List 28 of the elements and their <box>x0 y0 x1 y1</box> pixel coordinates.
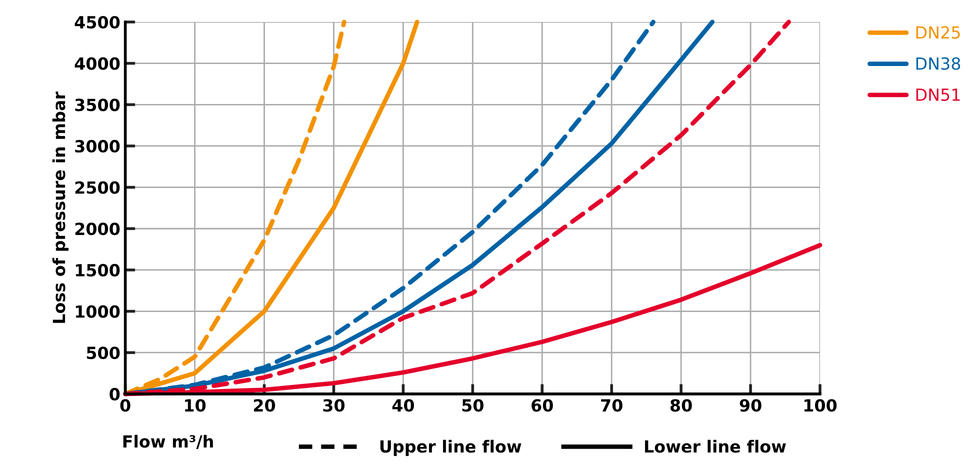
y-tick-label: 1500 <box>76 264 120 277</box>
legend-label: DN25 <box>916 26 960 39</box>
x-axis-title: Flow m³/h <box>123 434 213 450</box>
x-tick-label: 0 <box>120 399 130 412</box>
y-tick-label: 1000 <box>76 305 120 318</box>
y-tick-label: 2000 <box>75 222 120 236</box>
x-tick-label: 100 <box>804 399 837 412</box>
x-tick-label: 10 <box>185 399 206 412</box>
x-tick-label: 90 <box>740 399 762 412</box>
legend-label: DN51 <box>916 88 960 101</box>
text: Lower line flow <box>645 440 786 453</box>
y-tick-label: 2500 <box>75 181 120 194</box>
x-tick-label: 60 <box>532 399 553 412</box>
x-tick-label: 50 <box>462 399 484 412</box>
legend-label: DN38 <box>916 57 960 70</box>
y-tick-label: 3500 <box>75 98 120 112</box>
x-tick-label: 70 <box>601 399 622 412</box>
text: Upper line flow <box>380 440 522 456</box>
y-tick-label: 500 <box>86 346 120 360</box>
y-tick-label: 3000 <box>75 140 120 153</box>
y-tick-label: 4500 <box>74 16 120 29</box>
y-tick-label: 4000 <box>74 57 120 70</box>
x-tick-label: 20 <box>254 399 276 412</box>
y-tick-label: 0 <box>110 388 120 401</box>
x-tick-label: 30 <box>323 399 345 412</box>
x-tick-label: 80 <box>670 399 692 412</box>
y-axis-title: Loss of pressure in mbar <box>52 92 69 323</box>
x-tick-label: 40 <box>392 399 414 412</box>
